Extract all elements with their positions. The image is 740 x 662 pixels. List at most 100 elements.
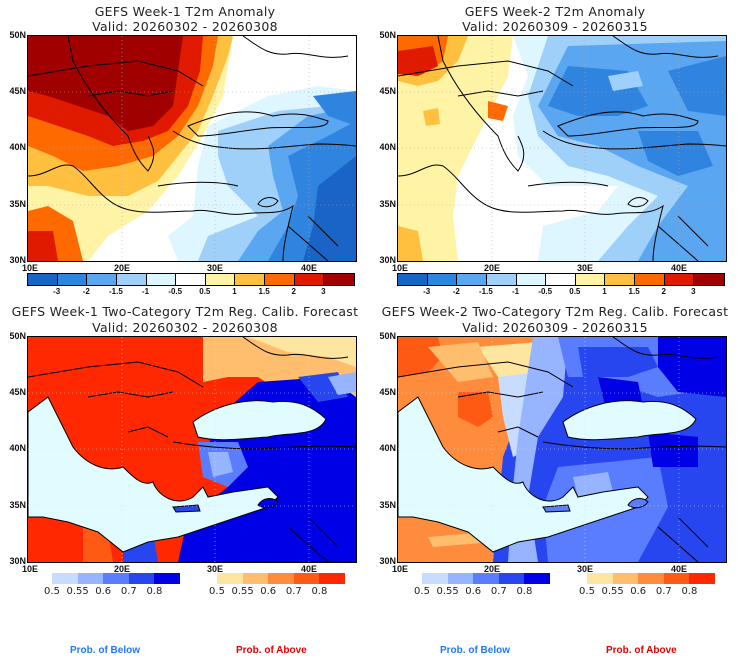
colorbar-swatch	[57, 274, 88, 285]
footer-prob-above-label: Prob. of Above	[606, 645, 677, 656]
field-below-055b	[573, 472, 613, 497]
field-below-07a	[578, 347, 658, 377]
y-tick-label: 40N	[379, 142, 396, 152]
x-tick-label: 40E	[301, 564, 318, 574]
x-tick-label: 10E	[22, 564, 39, 574]
field-above-055	[428, 342, 493, 382]
colorbar-swatch	[422, 573, 448, 584]
colorbar-tick-label: 2	[291, 287, 296, 296]
colorbar-swatch	[575, 274, 606, 285]
x-tick-label: 10E	[22, 263, 39, 273]
colorbar-swatch	[457, 274, 487, 285]
field-warm-balkans	[488, 101, 508, 121]
colorbar-tick-label: 0.8	[146, 586, 163, 597]
x-tick-label: 20E	[114, 564, 131, 574]
colorbar-swatch	[217, 573, 243, 584]
colorbar-swatch	[516, 274, 547, 285]
field-above-07b	[458, 392, 493, 427]
colorbar-tick-label: 0.5	[199, 287, 211, 296]
colorbar-swatch	[293, 573, 320, 584]
colorbar-swatch	[294, 274, 325, 285]
colorbar-tick-label: 3	[321, 287, 326, 296]
coastlines	[398, 337, 726, 562]
colorbar-tick-label: 3	[691, 287, 696, 296]
panel-title: GEFS Week-1 Two-Category T2m Reg. Calib.…	[11, 304, 359, 319]
colorbar-tick-label: 2	[661, 287, 666, 296]
field-warm-2	[398, 46, 438, 76]
x-tick-label: 40E	[671, 263, 688, 273]
colorbar-tick-label: 0.5	[209, 586, 225, 597]
coastlines	[398, 36, 726, 261]
colorbar-tick-label: 0.7	[120, 586, 137, 597]
prob-below-colorbar	[422, 573, 550, 584]
colorbar-tick-label: 0.5	[44, 586, 60, 597]
field-cold-crimea	[608, 71, 643, 91]
x-tick-label: 20E	[484, 263, 501, 273]
colorbar-swatch	[268, 573, 294, 584]
colorbar-swatch	[689, 573, 715, 584]
y-tick-label: 50N	[9, 30, 26, 40]
y-tick-label: 50N	[379, 30, 396, 40]
colorbar-tick-label: 0.55	[436, 586, 459, 597]
colorbar-swatch	[52, 573, 78, 584]
colorbar-swatch	[587, 573, 613, 584]
colorbar-tick-label: 0.8	[681, 586, 698, 597]
field-below-08a	[658, 337, 726, 397]
anomaly-colorbar-ticks: -3 -2 -1.5 -1 -0.5 0.5 1 1.5 2 3	[27, 287, 353, 297]
y-tick-label: 35N	[9, 500, 26, 510]
map-week2-anomaly	[397, 35, 727, 262]
colorbar-swatch	[319, 573, 345, 584]
x-tick-label: 40E	[671, 564, 688, 574]
panel-valid-dates: Valid: 20260309 - 20260315	[462, 320, 648, 335]
y-tick-label: 45N	[379, 387, 396, 397]
anomaly-colorbar	[27, 273, 355, 286]
colorbar-swatch	[146, 274, 177, 285]
footer-prob-above-label: Prob. of Above	[236, 645, 307, 656]
field-cold-2b	[638, 131, 713, 176]
field-cold-3	[303, 156, 356, 261]
panel-title: GEFS Week-2 T2m Anomaly	[464, 4, 646, 19]
coastlines	[28, 36, 356, 261]
field-cold-2c	[668, 56, 726, 116]
field-below-08c	[648, 432, 698, 467]
x-tick-label: 10E	[392, 564, 409, 574]
prob-above-colorbar	[217, 573, 345, 584]
colorbar-swatch	[77, 573, 104, 584]
y-tick-label: 50N	[9, 331, 26, 341]
x-tick-label: 40E	[301, 263, 318, 273]
map-canvas	[398, 337, 726, 562]
colorbar-swatch	[498, 573, 525, 584]
colorbar-swatch	[605, 274, 635, 285]
colorbar-tick-label: 1	[232, 287, 237, 296]
y-tick-label: 45N	[9, 387, 26, 397]
colorbar-swatch	[546, 274, 576, 285]
panel-valid-dates: Valid: 20260302 - 20260308	[92, 320, 278, 335]
x-tick-label: 30E	[577, 564, 594, 574]
colorbar-tick-label: -1.5	[109, 287, 123, 296]
colorbar-tick-label: 0.7	[490, 586, 507, 597]
footer-prob-below-label: Prob. of Below	[440, 645, 510, 656]
field-warm-libya-2	[28, 231, 58, 261]
y-tick-label: 40N	[9, 443, 26, 453]
colorbar-tick-label: -2	[82, 287, 90, 296]
colorbar-tick-label: -0.5	[168, 287, 183, 296]
panel-title: GEFS Week-1 T2m Anomaly	[94, 4, 276, 19]
colorbar-swatch	[205, 274, 236, 285]
colorbar-swatch	[103, 573, 129, 584]
field-above-05	[248, 337, 356, 367]
y-tick-label: 45N	[9, 86, 26, 96]
field-cold-caucasus	[313, 91, 356, 126]
coastlines	[28, 337, 356, 562]
colorbar-tick-label: -0.5	[538, 287, 553, 296]
colorbar-swatch	[116, 274, 147, 285]
colorbar-tick-label: 1.5	[628, 287, 640, 296]
x-tick-label: 30E	[207, 263, 224, 273]
colorbar-tick-label: 0.8	[311, 586, 328, 597]
colorbar-tick-label: 1.5	[258, 287, 270, 296]
colorbar-swatch	[663, 573, 690, 584]
sea-mediterranean	[28, 396, 279, 553]
x-tick-label: 30E	[577, 263, 594, 273]
y-tick-label: 30N	[379, 255, 396, 265]
panel-week1-anomaly: GEFS Week-1 T2m Anomaly Valid: 20260302 …	[0, 0, 370, 300]
map-canvas	[398, 36, 726, 261]
